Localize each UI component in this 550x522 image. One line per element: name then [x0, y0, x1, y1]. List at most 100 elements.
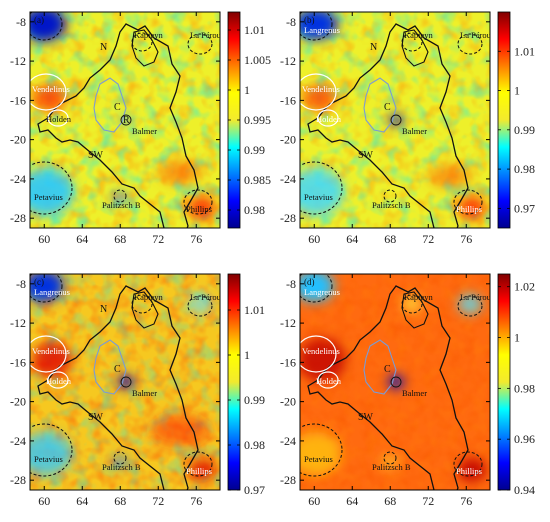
region-c: C — [384, 102, 391, 113]
region-n: N — [100, 304, 107, 315]
label-la-perouse: La Pérouse — [190, 30, 228, 40]
y-tick-label: -28 — [280, 473, 296, 487]
y-tick-label: -20 — [10, 395, 26, 409]
region-sw: SW — [358, 150, 374, 161]
label-palitzsch-b: Palitzsch B — [372, 200, 411, 210]
label-holden: Holden — [316, 114, 342, 124]
colorbar-tick-label: 0.98 — [244, 438, 265, 452]
axes-layer: 60 64 68 72 76 -8 -12 -16 -20 -24 -28 1.01 1.005 1 0.9… — [10, 11, 535, 508]
axes-frame — [29, 11, 221, 229]
label-palitzsch-b: Palitzsch B — [372, 462, 411, 472]
y-tick-label: -24 — [10, 172, 26, 186]
colorbar-tick-label: 0.98 — [244, 203, 265, 217]
colorbar-tick-label: 1.01 — [244, 23, 265, 37]
x-tick-label: 64 — [76, 494, 88, 508]
y-tick-label: -12 — [280, 316, 296, 330]
colorbar — [497, 273, 511, 491]
x-tick-label: 60 — [38, 494, 50, 508]
colorbar-tick-label: 1.005 — [244, 53, 271, 67]
colorbar-tick-label: 0.98 — [514, 381, 535, 395]
region-sw: SW — [88, 412, 104, 423]
colorbar-tick-label: 1 — [244, 348, 250, 362]
y-tick-label: -16 — [280, 355, 296, 369]
panel-c: (c) Langrenus Kapteyn La Pérouse N Vende… — [29, 273, 228, 491]
colorbar — [497, 11, 511, 229]
axes-frame — [299, 11, 491, 229]
label-phillips: Phillips — [186, 466, 212, 476]
axes-frame — [29, 273, 221, 491]
colorbar-tick-label: 0.99 — [244, 393, 265, 407]
label-kapteyn: Kapteyn — [404, 30, 434, 40]
y-tick-label: -20 — [280, 395, 296, 409]
label-balmer: Balmer — [402, 126, 427, 136]
y-tick-label: -12 — [280, 54, 296, 68]
region-c: C — [114, 102, 121, 113]
y-tick-label: -12 — [10, 316, 26, 330]
colorbar-tick-label: 0.99 — [244, 143, 265, 157]
x-tick-label: 64 — [76, 232, 88, 246]
panel-d: (d) Langrenus Kapteyn La Pérouse Vendeli… — [299, 273, 498, 491]
label-vendelinus: Vendelinus — [32, 346, 70, 356]
x-tick-label: 64 — [346, 232, 358, 246]
label-la-perouse: La Pérouse — [460, 30, 498, 40]
y-tick-label: -8 — [286, 277, 296, 291]
x-tick-label: 60 — [308, 232, 320, 246]
colorbar-tick-label: 1 — [244, 83, 250, 97]
y-tick-label: -8 — [16, 15, 26, 29]
label-holden: Holden — [46, 376, 72, 386]
y-tick-label: -12 — [10, 54, 26, 68]
colorbar-tick-label: 1.01 — [514, 44, 535, 58]
axes-frame — [299, 273, 491, 491]
label-vendelinus: Vendelinus — [302, 346, 340, 356]
panel-letter: (d) — [304, 277, 315, 287]
x-tick-label: 60 — [308, 494, 320, 508]
y-tick-label: -28 — [280, 211, 296, 225]
region-c: C — [384, 364, 391, 375]
label-la-perouse: La Pérouse — [460, 292, 498, 302]
label-petavius: Petavius — [34, 192, 63, 202]
label-langrenus: Langrenus — [304, 287, 340, 297]
x-tick-label: 68 — [114, 232, 126, 246]
colorbar-tick-label: 1 — [514, 84, 520, 98]
region-n: N — [370, 42, 377, 53]
label-la-perouse: La Pérouse — [190, 292, 228, 302]
region-sw: SW — [358, 412, 374, 423]
region-r: R — [123, 115, 130, 126]
y-tick-label: -24 — [10, 434, 26, 448]
label-phillips: Phillips — [456, 466, 482, 476]
label-holden: Holden — [316, 376, 342, 386]
label-vendelinus: Vendelinus — [32, 84, 70, 94]
x-tick-label: 76 — [190, 232, 202, 246]
region-n: N — [100, 42, 107, 53]
label-kapteyn: Kapteyn — [134, 30, 164, 40]
label-balmer: Balmer — [132, 126, 157, 136]
label-kapteyn: Kapteyn — [404, 292, 434, 302]
label-balmer: Balmer — [402, 388, 427, 398]
x-tick-label: 68 — [114, 494, 126, 508]
x-tick-label: 76 — [460, 494, 472, 508]
x-tick-label: 76 — [190, 494, 202, 508]
x-tick-label: 68 — [384, 494, 396, 508]
x-tick-label: 68 — [384, 232, 396, 246]
x-tick-label: 76 — [460, 232, 472, 246]
label-petavius: Petavius — [304, 192, 333, 202]
y-tick-label: -16 — [280, 93, 296, 107]
label-palitzsch-b: Palitzsch B — [102, 200, 141, 210]
y-tick-label: -8 — [16, 277, 26, 291]
y-tick-label: -24 — [280, 172, 296, 186]
panel-letter: (a) — [34, 15, 44, 25]
colorbar-tick-label: 0.96 — [514, 432, 535, 446]
colorbar-tick-label: 0.99 — [514, 123, 535, 137]
x-tick-label: 64 — [346, 494, 358, 508]
colorbar-tick-label: 0.94 — [514, 483, 535, 497]
label-palitzsch-b: Palitzsch B — [102, 462, 141, 472]
anomaly-blobs — [300, 274, 486, 482]
label-langrenus: Langrenus — [304, 25, 340, 35]
label-kapteyn: Kapteyn — [134, 292, 164, 302]
panel-a: (a) Kapteyn La Pérouse N Vendelinus Hold… — [29, 11, 228, 229]
panel-letter: (b) — [304, 15, 315, 25]
x-tick-label: 72 — [422, 494, 434, 508]
y-tick-label: -20 — [10, 133, 26, 147]
label-holden: Holden — [46, 114, 72, 124]
